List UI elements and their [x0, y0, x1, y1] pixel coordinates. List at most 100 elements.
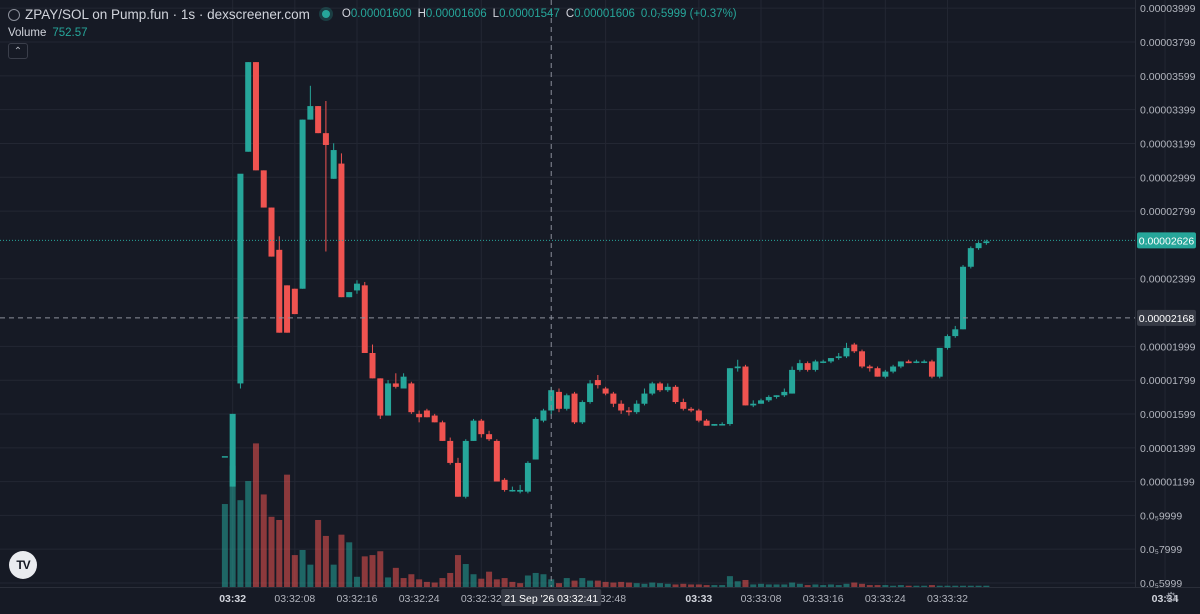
volume-bar — [587, 580, 594, 587]
close-value: 0.00001606 — [574, 8, 635, 20]
low-value: 0.00001547 — [499, 8, 560, 20]
volume-bar — [462, 564, 469, 587]
time-tick-label: 03:32:16 — [337, 593, 378, 605]
candle-up — [563, 395, 570, 409]
candle-up — [587, 383, 594, 403]
volume-bar — [726, 576, 733, 587]
candle-up — [843, 347, 850, 357]
candle-up — [517, 489, 524, 492]
candle-down — [928, 361, 935, 377]
candle-up — [750, 403, 757, 406]
candle-up — [890, 366, 897, 372]
volume-bar — [905, 585, 912, 587]
crosshair-time-tag — [501, 589, 602, 606]
time-tick-label: 03:34 — [1152, 593, 1179, 605]
chevron-up-icon: ⌃ — [13, 45, 23, 57]
time-tick-label: 03:33:08 — [741, 593, 782, 605]
volume-bar — [680, 583, 687, 587]
time-tick-label: 03:33:16 — [803, 593, 844, 605]
price-tick-label: 0.00002799 — [1140, 206, 1196, 218]
volume-bar — [882, 585, 889, 587]
volume-bar — [571, 580, 578, 587]
candle-up — [245, 62, 252, 152]
candle-up — [641, 393, 648, 404]
candle-down — [369, 352, 376, 379]
time-tick-label: 03:33 — [685, 593, 712, 605]
candle-down — [672, 386, 679, 403]
volume-bar — [695, 584, 702, 587]
candle-down — [594, 380, 601, 386]
volume-bar — [555, 583, 562, 587]
volume-bar — [618, 581, 625, 587]
volume-bar — [361, 556, 368, 587]
volume-bar — [276, 519, 283, 587]
candle-down — [423, 410, 430, 418]
candle-down — [486, 434, 493, 440]
candle-down — [416, 413, 423, 418]
candle-down — [555, 391, 562, 409]
price-tick-label: 0.0₅5999 — [1140, 578, 1182, 590]
candle-down — [447, 440, 454, 463]
tradingview-logo[interactable]: TV — [9, 551, 37, 579]
candle-up — [734, 366, 741, 369]
candle-down — [851, 344, 858, 352]
volume-bar — [478, 578, 485, 587]
volume-bar — [921, 585, 928, 587]
volume-bar — [369, 555, 376, 587]
volume-bar — [781, 584, 788, 587]
volume-bar — [392, 567, 399, 587]
volume-bar — [602, 581, 609, 587]
candle-down — [874, 368, 881, 377]
chart-title[interactable]: ZPAY/SOL on Pump.fun · 1s · dexscreener.… — [25, 6, 310, 22]
candle-up — [307, 106, 314, 120]
time-axis[interactable]: 03:32 03:32:08 03:32:16 03:32:24 03:32:32 03:… — [219, 589, 1179, 606]
price-tick-label: 0.00002999 — [1140, 172, 1196, 184]
price-tick-label: 0.00003599 — [1140, 71, 1196, 83]
candle-up — [299, 119, 306, 289]
volume-bar — [975, 585, 982, 587]
volume-bar — [944, 585, 951, 587]
volume-value: 752.57 — [52, 27, 88, 39]
candle-down — [804, 363, 811, 370]
chart-header: ZPAY/SOL on Pump.fun · 1s · dexscreener.… — [8, 5, 737, 23]
candle-down — [291, 288, 298, 315]
volume-bar — [268, 516, 275, 587]
candle-down — [610, 393, 617, 404]
candle-up — [765, 396, 772, 401]
collapse-legend-button[interactable]: ⌃ — [8, 43, 28, 59]
price-tick-label: 0.00001199 — [1140, 477, 1195, 489]
candle-down — [431, 415, 438, 423]
candle-down — [377, 378, 384, 416]
candle-up — [400, 376, 407, 389]
volume-bar — [688, 584, 695, 587]
volume-bar — [625, 582, 632, 587]
price-tick-label: 0.0₅9999 — [1140, 510, 1182, 522]
volume-bar — [804, 585, 811, 587]
candle-down — [408, 383, 415, 413]
candle-down — [657, 383, 664, 391]
candle-down — [742, 366, 749, 406]
candle-up — [796, 363, 803, 370]
price-tick-label: 0.00003399 — [1140, 105, 1196, 117]
candle-up — [773, 395, 780, 397]
volume-bar — [851, 582, 858, 587]
high-label: H — [417, 8, 426, 20]
volume-bar — [284, 474, 291, 587]
volume-bar — [447, 572, 454, 587]
last-price-tag — [1137, 232, 1196, 249]
candle-up — [664, 386, 671, 391]
candle-up — [975, 243, 982, 249]
volume-bar — [711, 585, 718, 587]
volume-bar — [493, 579, 500, 587]
volume-bar — [501, 578, 508, 587]
volume-bar — [827, 584, 834, 587]
gear-icon[interactable]: ⚙ — [1164, 589, 1178, 605]
price-axis[interactable]: 0.00003999 0.00003799 0.00003599 0.00003399… — [1137, 3, 1196, 590]
price-change: 0.0₇5999 (+0.37%) — [640, 8, 737, 20]
candle-up — [524, 462, 531, 492]
volume-bar — [897, 585, 904, 587]
volume-bar — [423, 581, 430, 587]
candle-up — [221, 456, 228, 458]
close-label: C — [565, 8, 575, 20]
